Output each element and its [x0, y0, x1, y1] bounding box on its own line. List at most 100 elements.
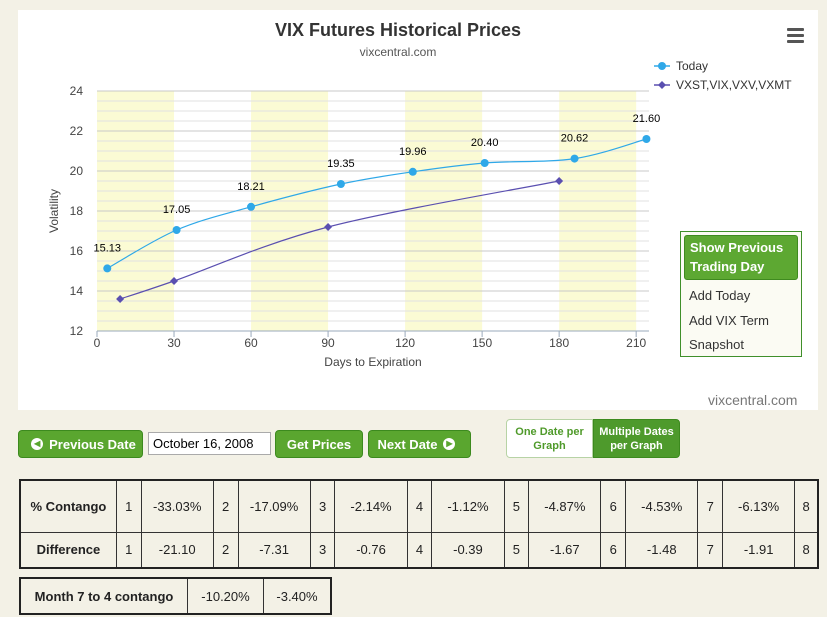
- graph-mode-toggle: One Date per Graph Multiple Dates per Gr…: [506, 419, 680, 458]
- y-tick-label: 20: [70, 164, 84, 178]
- data-label: 19.35: [327, 158, 355, 170]
- next-date-button[interactable]: Next Date ▶: [368, 430, 471, 458]
- difference-month-number: 5: [503, 531, 530, 569]
- difference-value: -0.39: [431, 531, 505, 569]
- difference-month-number: 4: [406, 531, 433, 569]
- data-label: 15.13: [94, 242, 122, 254]
- date-input[interactable]: [148, 432, 271, 455]
- data-point: [170, 277, 179, 285]
- contango-value: -6.13%: [722, 479, 796, 533]
- legend-label: VXST,VIX,VXV,VXMT: [676, 78, 792, 92]
- legend-marker-0: [658, 62, 666, 70]
- chevron-left-icon: ◀: [31, 438, 44, 450]
- y-tick-label: 12: [70, 324, 84, 338]
- data-label: 20.40: [471, 137, 499, 149]
- x-tick-label: 180: [549, 336, 569, 350]
- chart-panel: 0 30 60 90 120 150 180 210 12 14 16 18 20 22 24 Days to…: [18, 10, 818, 410]
- month-contango-value-2: -3.40%: [263, 577, 332, 615]
- difference-value: -1.91: [722, 531, 796, 569]
- contango-month-number: 4: [406, 479, 433, 533]
- vix-futures-chart: 0 30 60 90 120 150 180 210 12 14 16 18 20 22 24 Days to…: [47, 20, 792, 369]
- month-contango-value-1: -10.20%: [187, 577, 264, 615]
- data-label: 19.96: [399, 146, 427, 158]
- legend-label: Today: [676, 59, 708, 73]
- get-prices-label: Get Prices: [286, 436, 352, 452]
- difference-value: -0.76: [334, 531, 408, 569]
- contango-value: -1.12%: [431, 479, 505, 533]
- difference-value: -7.31: [237, 531, 311, 569]
- series-line-0: [106, 138, 647, 269]
- data-point: [172, 226, 181, 234]
- difference-row: Difference 1 -21.10 2 -7.31 3 -0.76 4 -0.39 5 -1.…: [19, 531, 819, 569]
- contango-row: % Contango 1 -33.03% 2 -17.09% 3 -2.14% 4 -1.12…: [19, 479, 819, 533]
- data-point: [555, 177, 564, 185]
- previous-date-button[interactable]: ◀ Previous Date: [18, 430, 143, 458]
- x-tick-label: 0: [94, 336, 101, 350]
- previous-date-label: Previous Date: [49, 436, 136, 452]
- data-point: [570, 154, 579, 163]
- next-date-label: Next Date: [377, 436, 438, 452]
- add-today-option[interactable]: Add Today: [689, 288, 751, 303]
- chart-subtitle: vixcentral.com: [360, 45, 437, 59]
- y-tick-label: 16: [70, 244, 84, 258]
- chart-title: VIX Futures Historical Prices: [275, 20, 521, 40]
- contango-row-label: % Contango: [19, 479, 117, 533]
- difference-month-number: 6: [600, 531, 627, 569]
- data-label: 18.21: [237, 181, 265, 193]
- data-point: [247, 202, 256, 211]
- one-date-per-graph-toggle[interactable]: One Date per Graph: [506, 419, 593, 458]
- contango-month-number: 3: [309, 479, 336, 533]
- x-tick-label: 60: [244, 336, 258, 350]
- get-prices-button[interactable]: Get Prices: [275, 430, 363, 458]
- month-contango-row: Month 7 to 4 contango -10.20% -3.40%: [19, 577, 332, 615]
- x-tick-label: 150: [472, 336, 492, 350]
- data-label: 20.62: [561, 133, 589, 145]
- x-tick-label: 30: [167, 336, 181, 350]
- y-axis-title: Volatility: [47, 189, 61, 233]
- month-contango-table: Month 7 to 4 contango -10.20% -3.40%: [19, 577, 332, 615]
- y-tick-label: 18: [70, 204, 84, 218]
- x-tick-label: 120: [395, 336, 415, 350]
- data-point: [324, 223, 333, 231]
- add-vix-term-option[interactable]: Add VIX Term: [689, 312, 769, 328]
- difference-month-number: 3: [309, 531, 336, 569]
- chevron-right-icon: ▶: [443, 438, 456, 450]
- y-tick-label: 14: [70, 284, 84, 298]
- data-label: 17.05: [163, 204, 191, 216]
- difference-value: -21.10: [140, 531, 214, 569]
- difference-row-label: Difference: [19, 531, 117, 569]
- difference-value: -1.48: [625, 531, 699, 569]
- contango-month-number: 1: [115, 479, 142, 533]
- y-tick-label: 24: [70, 84, 84, 98]
- show-previous-trading-day-button[interactable]: Show Previous Trading Day: [684, 235, 798, 280]
- contango-month-number: 7: [697, 479, 724, 533]
- series-line-1: [119, 180, 560, 300]
- contango-value: -4.53%: [625, 479, 699, 533]
- x-axis-title: Days to Expiration: [324, 355, 421, 369]
- contango-month-number: 2: [212, 479, 239, 533]
- watermark-credit: vixcentral.com: [708, 392, 798, 408]
- difference-month-number: 8: [794, 531, 819, 569]
- difference-value: -1.67: [528, 531, 602, 569]
- contango-value: -4.87%: [528, 479, 602, 533]
- data-label: 21.60: [633, 113, 661, 125]
- difference-month-number: 2: [212, 531, 239, 569]
- contango-month-number: 5: [503, 479, 530, 533]
- data-point: [103, 264, 112, 273]
- month-contango-label: Month 7 to 4 contango: [19, 577, 188, 615]
- data-point: [642, 135, 651, 143]
- hamburger-menu-icon[interactable]: [787, 28, 804, 44]
- chart-options-panel: Show Previous Trading Day Add Today Add …: [680, 231, 802, 357]
- difference-month-number: 7: [697, 531, 724, 569]
- data-point: [408, 167, 417, 176]
- multiple-dates-per-graph-toggle[interactable]: Multiple Dates per Graph: [593, 419, 680, 458]
- legend-marker-1: [658, 81, 666, 89]
- x-tick-label: 210: [626, 336, 646, 350]
- y-tick-label: 22: [70, 124, 84, 138]
- difference-month-number: 1: [115, 531, 142, 569]
- contango-table: % Contango 1 -33.03% 2 -17.09% 3 -2.14% 4 -1.12…: [19, 479, 819, 569]
- data-point: [336, 180, 345, 188]
- contango-value: -17.09%: [237, 479, 311, 533]
- contango-value: -2.14%: [334, 479, 408, 533]
- snapshot-option[interactable]: Snapshot: [689, 337, 744, 352]
